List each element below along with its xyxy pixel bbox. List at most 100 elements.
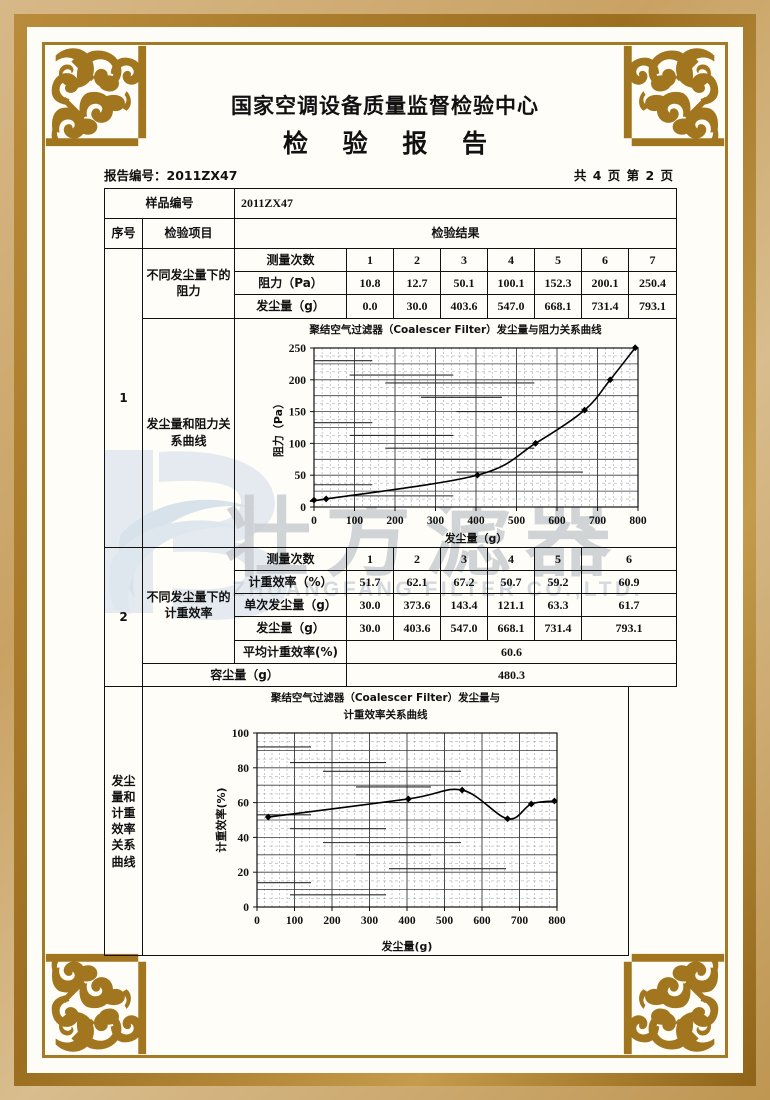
dust-cell: 668.1 — [487, 616, 536, 641]
svg-text:100: 100 — [345, 515, 363, 527]
column-header-seq: 序号 — [104, 218, 143, 249]
row-item-1b: 发尘量和阻力关系曲线 — [141, 317, 236, 548]
count-cell: 1 — [346, 247, 395, 273]
svg-text:0: 0 — [311, 515, 317, 527]
count-cell: 5 — [534, 247, 583, 273]
svg-text:500: 500 — [507, 515, 525, 527]
svg-text:100: 100 — [285, 915, 303, 927]
efficiency-cell: 67.2 — [440, 569, 489, 595]
table-row-average-efficiency: 平均计重效率(%) 60.6 — [105, 639, 678, 664]
resistance-cell: 12.7 — [393, 271, 442, 296]
chart-dust-vs-efficiency: 聚结空气过滤器（Coalescer Filter）发尘量与 计重效率关系曲线 0… — [145, 691, 626, 953]
svg-text:100: 100 — [288, 438, 306, 450]
svg-text:800: 800 — [629, 515, 647, 527]
single-dust-cell: 30.0 — [346, 593, 395, 618]
dust-cell: 731.4 — [581, 294, 630, 319]
chart-dust-vs-resistance: 聚结空气过滤器（Coalescer Filter）发尘量与阻力关系曲线 0 100… — [237, 323, 674, 545]
chart-cell-1: 聚结空气过滤器（Coalescer Filter）发尘量与阻力关系曲线 0 100… — [234, 317, 678, 548]
count-cell: 4 — [487, 247, 536, 273]
svg-text:0: 0 — [243, 902, 249, 914]
page-title: 检 验 报 告 — [282, 129, 501, 158]
svg-text:400: 400 — [467, 515, 485, 527]
report-number: 报告编号：2011ZX47 — [104, 168, 238, 183]
count-cell: 6 — [581, 247, 630, 273]
ornament-corner-bottom-left-icon — [36, 946, 154, 1064]
table-row-chart-1: 发尘量和阻力关系曲线 聚结空气过滤器（Coalescer Filter）发尘量与… — [105, 317, 678, 548]
dust-capacity-label: 容尘量（g） — [141, 662, 348, 687]
efficiency-cell: 51.7 — [346, 569, 395, 595]
table-row-dust-2: 发尘量（g） 30.0 403.6 547.0 668.1 731.4 793.… — [105, 616, 678, 641]
row-item-1a: 不同发尘量下的阻力 — [141, 248, 236, 319]
row-item-2a: 不同发尘量下的计重效率 — [141, 546, 236, 664]
single-dust-cell: 373.6 — [393, 593, 442, 618]
svg-text:0: 0 — [300, 502, 306, 514]
efficiency-cell: 62.1 — [393, 569, 442, 595]
single-dust-cell: 61.7 — [581, 593, 678, 618]
average-efficiency-value: 60.6 — [346, 639, 678, 664]
efficiency-cell: 60.9 — [581, 569, 678, 595]
chart-2-title-line2: 计重效率关系曲线 — [343, 709, 428, 722]
table-row-dust-1: 发尘量（g） 0.0 30.0 403.6 547.0 668.1 731.4 … — [105, 294, 678, 319]
resistance-cell: 50.1 — [440, 271, 489, 296]
resistance-cell: 100.1 — [487, 271, 536, 296]
sub-label-efficiency: 计重效率（%） — [234, 569, 348, 595]
sample-number-value: 2011ZX47 — [234, 188, 678, 219]
resistance-cell: 152.3 — [534, 271, 583, 296]
table-row-dust-capacity: 容尘量（g） 480.3 — [105, 662, 678, 687]
count-cell: 3 — [440, 247, 489, 273]
sub-label-single-dust: 单次发尘量（g） — [234, 593, 348, 618]
dust-cell: 793.1 — [628, 294, 678, 319]
single-dust-cell: 63.3 — [534, 593, 583, 618]
table-row-counts-2: 2 不同发尘量下的计重效率 测量次数 1 2 3 4 5 6 — [104, 546, 678, 687]
svg-text:0: 0 — [254, 915, 260, 927]
dust-cell: 30.0 — [346, 616, 395, 641]
count-cell: 6 — [581, 546, 678, 571]
chart-1-svg: 0 100 200 300 400 500 600 700 800 0 50 100 150 200 250… — [271, 343, 647, 545]
row-seq-2: 2 — [104, 546, 143, 687]
svg-text:500: 500 — [435, 915, 453, 927]
svg-text:计重效率(%): 计重效率(%) — [214, 788, 228, 853]
count-cell: 5 — [534, 546, 583, 571]
table-row-header: 序号 检验项目 检验结果 — [104, 218, 678, 249]
svg-text:发尘量（g）: 发尘量（g） — [443, 531, 507, 545]
inspection-report-table: 样品编号 2011ZX47 序号 检验项目 检验结果 1 不同发尘量下的阻力 测… — [103, 188, 678, 957]
svg-text:300: 300 — [426, 515, 444, 527]
svg-text:700: 700 — [510, 915, 528, 927]
sub-label-dust-2: 发尘量（g） — [234, 616, 348, 641]
resistance-cell: 250.4 — [628, 271, 678, 296]
sample-number-label: 样品编号 — [103, 188, 236, 219]
single-dust-cell: 143.4 — [440, 593, 489, 618]
page-indicator: 共 4 页 第 2 页 — [573, 168, 674, 183]
dust-cell: 547.0 — [440, 616, 489, 641]
count-cell: 2 — [393, 247, 442, 273]
count-cell: 3 — [440, 546, 489, 571]
dust-cell: 30.0 — [393, 294, 442, 319]
chart-1-title: 聚结空气过滤器（Coalescer Filter）发尘量与阻力关系曲线 — [309, 323, 602, 336]
svg-text:20: 20 — [237, 868, 249, 880]
count-cell: 4 — [487, 546, 536, 571]
organization-title: 国家空调设备质量监督检验中心 — [231, 94, 539, 118]
dust-cell: 403.6 — [393, 616, 442, 641]
svg-text:200: 200 — [288, 375, 306, 387]
svg-text:400: 400 — [398, 915, 416, 927]
svg-text:40: 40 — [237, 833, 249, 845]
svg-text:发尘量(g): 发尘量(g) — [380, 939, 432, 953]
dust-cell: 547.0 — [487, 294, 536, 319]
svg-text:300: 300 — [360, 915, 378, 927]
dust-cell: 668.1 — [534, 294, 583, 319]
chart-cell-2: 聚结空气过滤器（Coalescer Filter）发尘量与 计重效率关系曲线 0… — [141, 685, 630, 957]
svg-text:150: 150 — [288, 406, 306, 418]
sub-label-dust-1: 发尘量（g） — [234, 294, 348, 319]
dust-cell: 731.4 — [534, 616, 583, 641]
svg-text:60: 60 — [237, 798, 249, 810]
sub-label-measure-count-2: 测量次数 — [234, 546, 348, 571]
svg-text:100: 100 — [231, 728, 249, 740]
table-row-chart-2: 发尘量和计重效率关系曲线 聚结空气过滤器（Coalescer Filter）发尘… — [104, 685, 677, 957]
svg-text:50: 50 — [294, 470, 306, 482]
dust-capacity-value: 480.3 — [346, 662, 678, 687]
dust-cell: 403.6 — [440, 294, 489, 319]
efficiency-cell: 50.7 — [487, 569, 536, 595]
dust-cell: 0.0 — [346, 294, 395, 319]
table-row-sample: 样品编号 2011ZX47 — [103, 188, 678, 219]
